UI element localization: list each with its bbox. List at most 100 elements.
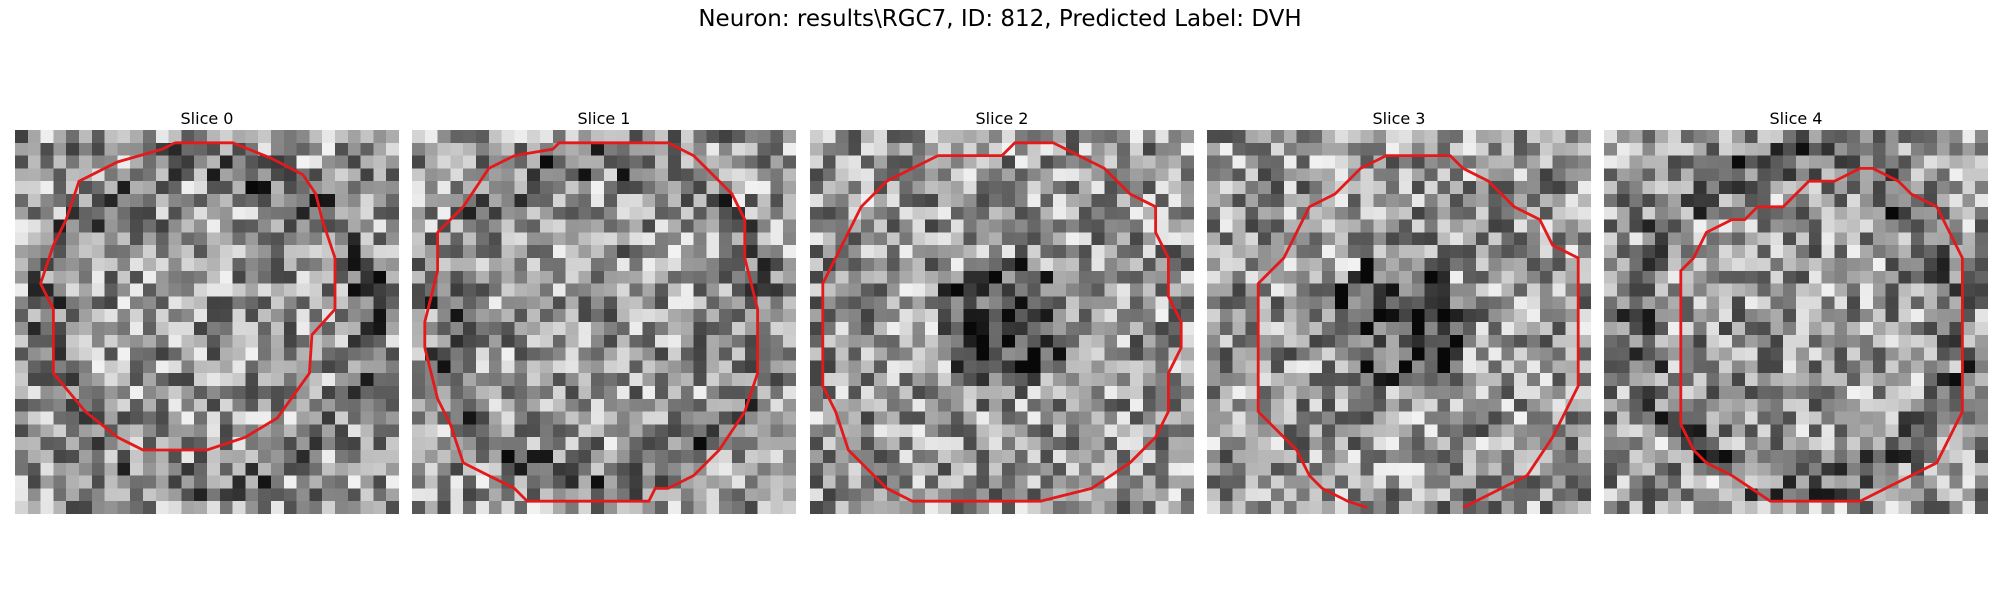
image-pixel — [1078, 475, 1092, 489]
image-pixel — [476, 194, 490, 208]
image-pixel — [1975, 475, 1988, 489]
image-pixel — [143, 296, 157, 310]
image-pixel — [1104, 181, 1118, 195]
image-pixel — [1604, 142, 1618, 156]
image-pixel — [1258, 168, 1272, 182]
image-pixel — [1924, 296, 1938, 310]
image-pixel — [1078, 168, 1092, 182]
image-pixel — [1053, 296, 1067, 310]
image-pixel — [757, 501, 771, 514]
image-pixel — [1642, 424, 1656, 438]
image-pixel — [117, 283, 131, 297]
image-pixel — [130, 398, 144, 412]
image-pixel — [1078, 155, 1092, 169]
image-pixel — [1130, 232, 1144, 246]
image-pixel — [1898, 206, 1912, 220]
image-pixel — [810, 309, 824, 323]
image-pixel — [1386, 334, 1400, 348]
image-pixel — [424, 462, 438, 476]
image-pixel — [168, 168, 182, 182]
image-pixel — [117, 437, 131, 451]
image-pixel — [963, 501, 977, 514]
image-pixel — [1066, 206, 1080, 220]
image-pixel — [1821, 488, 1835, 502]
image-pixel — [1066, 424, 1080, 438]
image-pixel — [450, 142, 464, 156]
image-pixel — [732, 155, 746, 169]
image-pixel — [155, 501, 169, 514]
image-pixel — [373, 373, 387, 387]
image-pixel — [335, 309, 349, 323]
image-pixel — [386, 142, 399, 156]
image-pixel — [1207, 475, 1221, 489]
image-pixel — [117, 322, 131, 336]
image-pixel — [1719, 488, 1733, 502]
image-pixel — [706, 411, 720, 425]
image-pixel — [1552, 296, 1566, 310]
image-pixel — [1424, 270, 1438, 284]
image-pixel — [373, 386, 387, 400]
image-pixel — [335, 181, 349, 195]
image-pixel — [1130, 296, 1144, 310]
image-pixel — [360, 219, 374, 233]
image-pixel — [950, 258, 964, 272]
image-pixel — [1027, 155, 1041, 169]
image-pixel — [565, 411, 579, 425]
image-pixel — [925, 424, 939, 438]
image-pixel — [283, 411, 297, 425]
image-pixel — [1514, 258, 1528, 272]
image-pixel — [1924, 283, 1938, 297]
image-pixel — [1360, 296, 1374, 310]
image-pixel — [1245, 130, 1259, 144]
image-pixel — [1924, 411, 1938, 425]
image-pixel — [219, 155, 233, 169]
image-pixel — [1450, 194, 1464, 208]
image-pixel — [1002, 168, 1016, 182]
image-pixel — [1552, 130, 1566, 144]
image-pixel — [719, 168, 733, 182]
image-pixel — [1181, 258, 1194, 272]
image-pixel — [207, 270, 221, 284]
image-pixel — [1924, 347, 1938, 361]
image-pixel — [540, 360, 554, 374]
image-pixel — [283, 373, 297, 387]
image-pixel — [1002, 424, 1016, 438]
image-pixel — [424, 437, 438, 451]
image-pixel — [1424, 309, 1438, 323]
image-pixel — [1578, 347, 1591, 361]
image-pixel — [373, 168, 387, 182]
image-pixel — [1680, 322, 1694, 336]
image-pixel — [1783, 450, 1797, 464]
image-pixel — [219, 322, 233, 336]
image-pixel — [835, 181, 849, 195]
image-pixel — [1463, 168, 1477, 182]
image-pixel — [1796, 398, 1810, 412]
image-pixel — [899, 142, 913, 156]
image-pixel — [693, 270, 707, 284]
image-pixel — [1155, 142, 1169, 156]
image-pixel — [1271, 270, 1285, 284]
image-pixel — [1091, 219, 1105, 233]
image-pixel — [1757, 283, 1771, 297]
image-pixel — [1373, 130, 1387, 144]
image-pixel — [1399, 322, 1413, 336]
image-pixel — [1847, 130, 1861, 144]
image-pixel — [1834, 130, 1848, 144]
image-pixel — [1232, 488, 1246, 502]
image-pixel — [1732, 424, 1746, 438]
image-pixel — [194, 424, 208, 438]
image-pixel — [1463, 450, 1477, 464]
image-pixel — [412, 245, 426, 259]
image-pixel — [835, 309, 849, 323]
image-pixel — [1680, 450, 1694, 464]
image-pixel — [15, 386, 29, 400]
image-pixel — [861, 283, 875, 297]
image-pixel — [1680, 411, 1694, 425]
image-pixel — [680, 168, 694, 182]
image-pixel — [1181, 245, 1194, 259]
image-pixel — [386, 181, 399, 195]
image-pixel — [412, 258, 426, 272]
image-pixel — [1847, 501, 1861, 514]
image-pixel — [783, 258, 796, 272]
image-pixel — [540, 309, 554, 323]
